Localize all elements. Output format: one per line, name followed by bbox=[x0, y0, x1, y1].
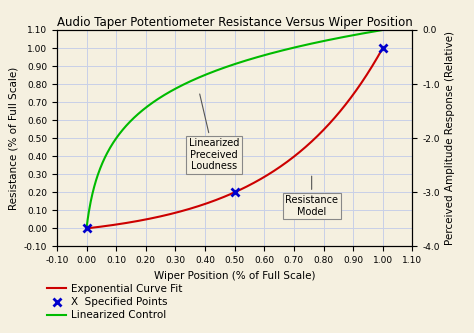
Y-axis label: Resistance (% of Full Scale): Resistance (% of Full Scale) bbox=[8, 67, 18, 210]
Text: Resistance
Model: Resistance Model bbox=[285, 176, 338, 216]
Y-axis label: Perceived Amplitude Response (Relative): Perceived Amplitude Response (Relative) bbox=[445, 31, 456, 245]
Text: Linearized
Preceived
Loudness: Linearized Preceived Loudness bbox=[189, 94, 239, 171]
Title: Audio Taper Potentiometer Resistance Versus Wiper Position: Audio Taper Potentiometer Resistance Ver… bbox=[57, 16, 412, 29]
X-axis label: Wiper Position (% of Full Scale): Wiper Position (% of Full Scale) bbox=[154, 271, 315, 281]
Legend: Exponential Curve Fit, X  Specified Points, Linearized Control: Exponential Curve Fit, X Specified Point… bbox=[43, 280, 187, 324]
